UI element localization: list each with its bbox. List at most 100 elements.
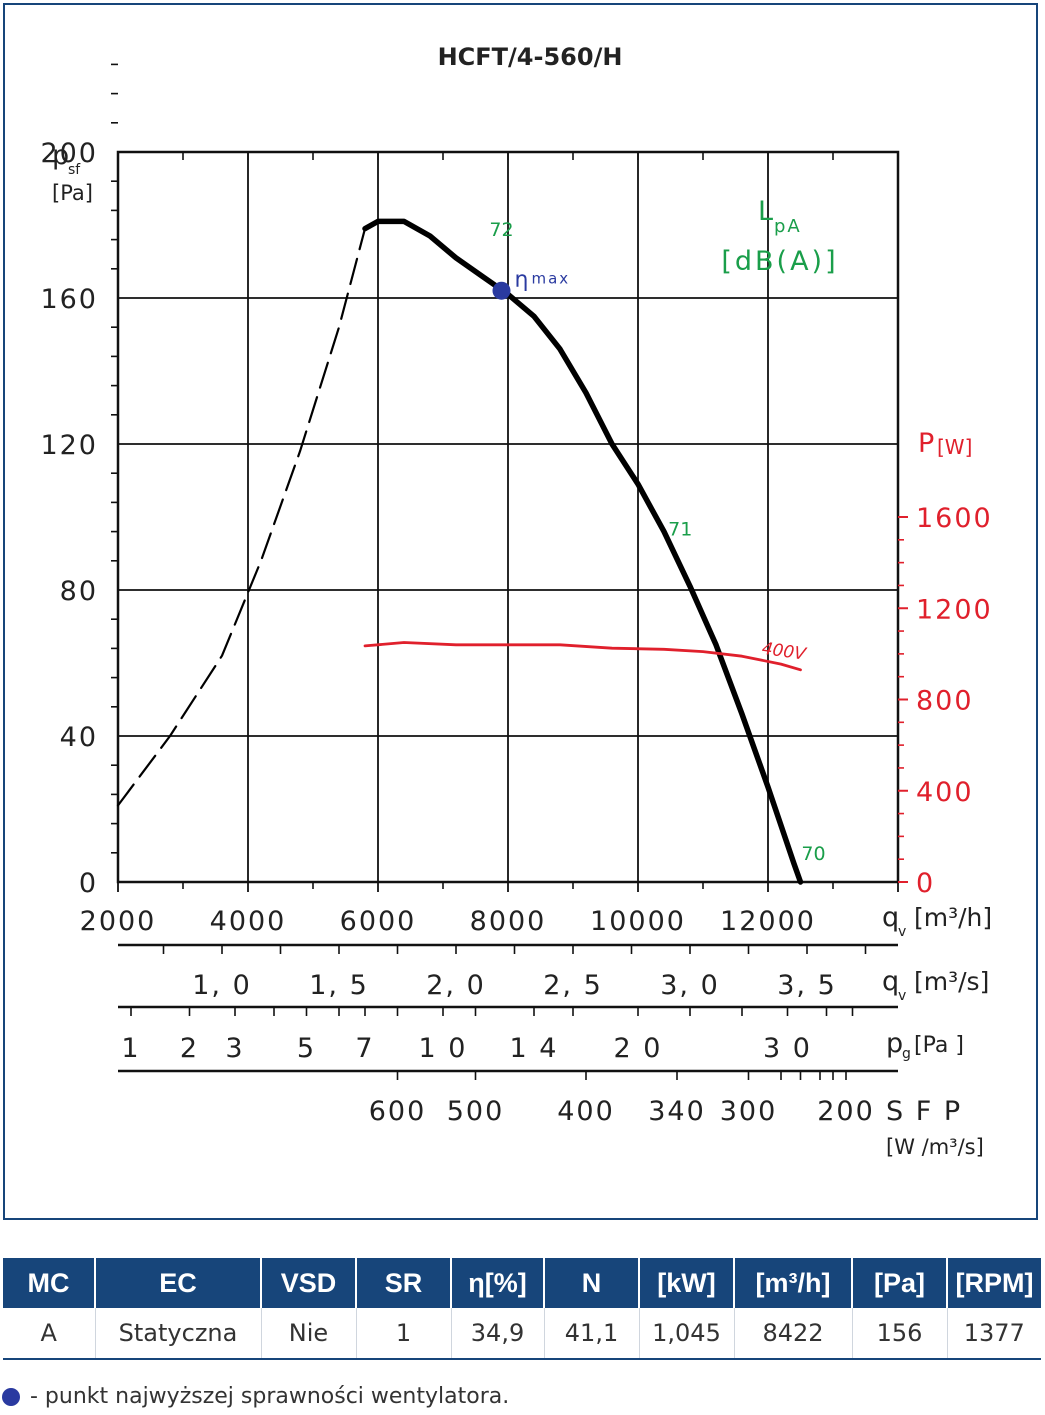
x-axis-label: q bbox=[882, 902, 899, 933]
x-tick-label: 8000 bbox=[470, 906, 547, 937]
table-header-cell: N bbox=[544, 1258, 640, 1308]
y-tick-label: 160 bbox=[40, 284, 98, 315]
scale-tick-label: 5 bbox=[297, 1033, 316, 1064]
x-axis-label-sub: v bbox=[898, 924, 906, 940]
scale-tick-label: 7 bbox=[355, 1033, 374, 1064]
table-cell: 34,9 bbox=[451, 1308, 545, 1360]
sfp-label: S F P bbox=[886, 1096, 962, 1127]
y-tick-label: 40 bbox=[60, 722, 98, 753]
sfp-unit: [W /m³/s] bbox=[886, 1135, 984, 1159]
y2-tick-label: 400 bbox=[916, 777, 974, 808]
table-cell: 1377 bbox=[947, 1308, 1041, 1360]
eta-max-point bbox=[492, 281, 511, 300]
eta-max-legend-dot-icon bbox=[2, 1387, 20, 1406]
table-header-cell: MC bbox=[3, 1258, 96, 1308]
y-tick-label: 120 bbox=[40, 430, 98, 461]
table-cell: 1 bbox=[356, 1308, 452, 1360]
x-tick-label: 10000 bbox=[590, 906, 686, 937]
x-tick-label: 4000 bbox=[210, 906, 287, 937]
x-tick-label: 12000 bbox=[720, 906, 816, 937]
table-header-cell: EC bbox=[95, 1258, 262, 1308]
y2-tick-label: 0 bbox=[916, 868, 935, 899]
table-header-cell: VSD bbox=[261, 1258, 357, 1308]
footnote: - punkt najwyższej sprawności wentylator… bbox=[2, 1384, 509, 1409]
scale-tick-label: 3 bbox=[225, 1033, 244, 1064]
scale-tick-label: 300 bbox=[720, 1096, 778, 1127]
y2-axis-unit: [W] bbox=[937, 435, 972, 459]
power-curve-400v bbox=[363, 641, 802, 672]
pressure-curve bbox=[362, 218, 804, 885]
lpa-unit: [dB(A)] bbox=[721, 246, 838, 277]
table-header-cell: [RPM] bbox=[947, 1258, 1041, 1308]
table-cell: 41,1 bbox=[544, 1308, 640, 1360]
minor-ticks bbox=[111, 63, 899, 892]
secondary-scales: 1, 0 1, 5 2, 0 2, 5 3, 0 3, 5 1 2 3 5 7 1 0 1 4 2 0 3 … bbox=[118, 943, 989, 1159]
qv-s-label-sub: v bbox=[898, 988, 906, 1004]
scale-tick-label: 340 bbox=[648, 1096, 706, 1127]
y-axis-unit: [Pa] bbox=[52, 181, 93, 205]
table-header-cell: [m³/h] bbox=[734, 1258, 853, 1308]
y2-axis-label: P bbox=[918, 428, 934, 459]
scale-tick-label: 1 0 bbox=[419, 1033, 468, 1064]
chart-title: HCFT/4-560/H bbox=[438, 43, 623, 71]
pg-unit: [Pa ] bbox=[914, 1033, 964, 1058]
scale-tick-label: 2, 5 bbox=[543, 970, 603, 1001]
scale-tick-label: 2 0 bbox=[614, 1033, 663, 1064]
table-header-cell: SR bbox=[356, 1258, 452, 1308]
qv-s-label: q bbox=[882, 966, 899, 997]
noise-label: 72 bbox=[489, 219, 513, 241]
noise-label: 70 bbox=[801, 843, 825, 865]
table-header-cell: η[%] bbox=[451, 1258, 545, 1308]
table-cell: A bbox=[3, 1308, 96, 1360]
scale-tick-label: 3 0 bbox=[763, 1033, 812, 1064]
scale-tick-label: 2 bbox=[180, 1033, 199, 1064]
table-header-cell: [Pa] bbox=[852, 1258, 948, 1308]
table-cell: Nie bbox=[261, 1308, 357, 1360]
table-cell: 1,045 bbox=[639, 1308, 735, 1360]
scale-tick-label: 3, 5 bbox=[777, 970, 837, 1001]
x-axis: 2000 4000 6000 8000 10000 12000 qv [m³/h] bbox=[80, 902, 993, 940]
chart-frame bbox=[3, 3, 1038, 1220]
parameters-table: MC EC VSD SR η[%] N [kW] [m³/h] [Pa] [RPM] A Staty… bbox=[3, 1258, 1041, 1360]
scale-tick-label: 200 bbox=[817, 1096, 875, 1127]
x-tick-label: 2000 bbox=[80, 906, 157, 937]
pg-label-sub: g bbox=[902, 1046, 911, 1062]
scale-tick-label: 1, 0 bbox=[192, 970, 252, 1001]
pg-label: p bbox=[886, 1028, 903, 1059]
eta-max-label-sub: max bbox=[532, 270, 571, 288]
scale-tick-label: 1 4 bbox=[510, 1033, 559, 1064]
eta-max-label: η bbox=[515, 268, 529, 293]
y2-tick-label: 1200 bbox=[916, 594, 993, 625]
y-axis-label: p bbox=[52, 140, 69, 171]
table-cell: Statyczna bbox=[95, 1308, 262, 1360]
lpa-label: L bbox=[758, 196, 773, 227]
table-cell: 156 bbox=[852, 1308, 948, 1360]
y-tick-label: 0 bbox=[79, 868, 98, 899]
y2-tick-label: 1600 bbox=[916, 503, 993, 534]
y-tick-label: 80 bbox=[60, 576, 98, 607]
y-tick-label: 200 bbox=[40, 138, 98, 169]
table-cell: 8422 bbox=[734, 1308, 853, 1360]
scale-tick-label: 500 bbox=[447, 1096, 505, 1127]
y-axis-label-sub: sf bbox=[68, 162, 81, 178]
noise-label: 71 bbox=[668, 518, 692, 540]
table-header-cell: [kW] bbox=[639, 1258, 735, 1308]
x-axis-unit: [m³/h] bbox=[914, 903, 992, 932]
scale-tick-label: 2, 0 bbox=[426, 970, 486, 1001]
y2-axis: 0 400 800 1200 1600 P [W] bbox=[898, 428, 993, 899]
scale-tick-label: 600 bbox=[369, 1096, 427, 1127]
scale-tick-label: 3, 0 bbox=[660, 970, 720, 1001]
scale-tick-label: 400 bbox=[557, 1096, 615, 1127]
lpa-label-sub: pA bbox=[774, 216, 802, 237]
scale-tick-label: 1 bbox=[121, 1033, 140, 1064]
scale-tick-label: 1, 5 bbox=[309, 970, 369, 1001]
y2-tick-label: 800 bbox=[916, 686, 974, 717]
pressure-curve-dashed bbox=[116, 227, 367, 807]
x-tick-label: 6000 bbox=[340, 906, 417, 937]
qv-s-unit: [m³/s] bbox=[914, 967, 989, 996]
series bbox=[116, 218, 804, 885]
footnote-text: - punkt najwyższej sprawności wentylator… bbox=[30, 1384, 510, 1409]
